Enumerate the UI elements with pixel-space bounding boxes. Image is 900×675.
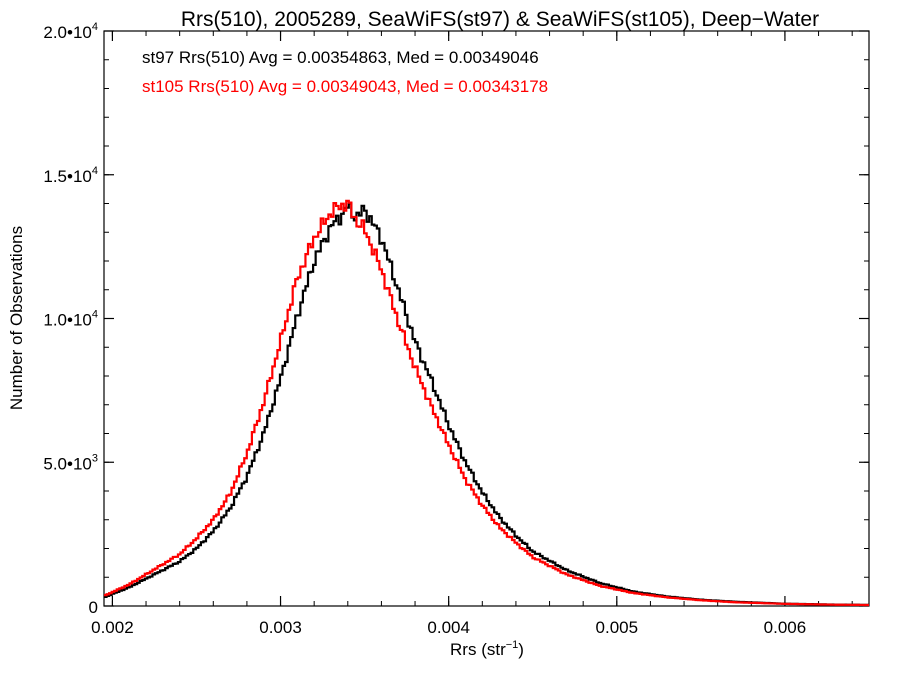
x-tick-label: 0.005 <box>596 618 639 637</box>
stats-annotation-2: st105 Rrs(510) Avg = 0.00349043, Med = 0… <box>142 77 548 96</box>
y-axis: 0 5.0•103 1.0•104 1.5•104 2.0•104 <box>43 21 869 617</box>
chart-title: Rrs(510), 2005289, SeaWiFS(st97) & SeaWi… <box>181 8 819 31</box>
x-axis: 0.002 0.003 0.004 0.005 0.006 <box>91 31 853 637</box>
y-tick-label: 2.0•104 <box>43 21 98 42</box>
x-axis-label-exponent: −1 <box>506 639 519 651</box>
x-axis-label-tail: ) <box>518 640 524 659</box>
x-axis-label: Rrs (str−1) <box>450 639 524 659</box>
annotation-group: st97 Rrs(510) Avg = 0.00354863, Med = 0.… <box>142 48 548 96</box>
plot-area <box>103 30 870 607</box>
y-tick-label: 1.5•104 <box>43 165 98 186</box>
x-tick-label: 0.006 <box>764 618 807 637</box>
y-tick-label: 0 <box>89 598 98 617</box>
y-tick-label: 1.0•104 <box>43 309 98 330</box>
x-tick-label: 0.003 <box>259 618 302 637</box>
y-axis-label: Number of Observations <box>7 226 26 410</box>
x-tick-label: 0.004 <box>427 618 470 637</box>
plot-frame <box>103 30 870 607</box>
stats-annotation-1: st97 Rrs(510) Avg = 0.00354863, Med = 0.… <box>142 48 539 67</box>
x-tick-label: 0.002 <box>91 618 134 637</box>
series-line-1 <box>104 202 869 606</box>
series-line-2 <box>104 199 869 607</box>
y-tick-label: 5.0•103 <box>43 452 98 473</box>
series-group <box>104 199 869 607</box>
